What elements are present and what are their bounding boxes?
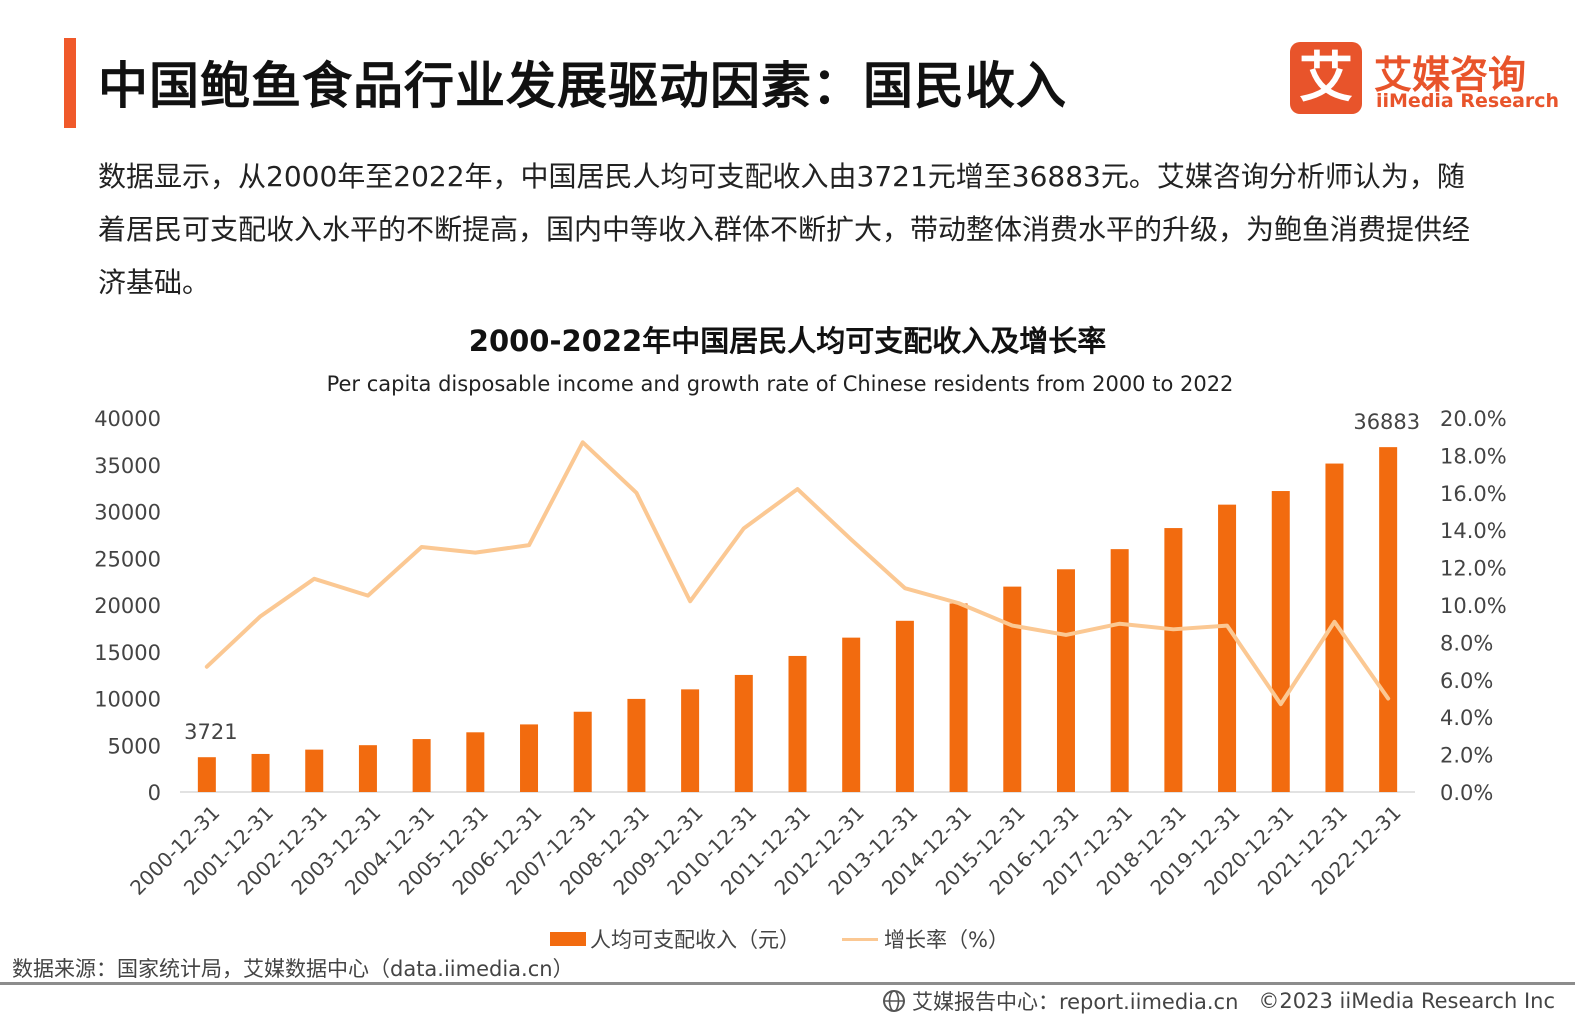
y-left-tick-label: 10000 (94, 688, 161, 712)
income-bar (466, 732, 485, 792)
y-left-tick-label: 20000 (94, 594, 161, 618)
y-left-tick-label: 15000 (94, 641, 161, 665)
y-left-tick-label: 40000 (94, 407, 161, 431)
logo-name-en: iiMedia Research (1376, 90, 1560, 112)
y-right-tick-label: 10.0% (1440, 594, 1507, 618)
y-left-tick-label: 5000 (108, 734, 161, 758)
income-growth-chart: 0 5000 10000 15000 20000 25000 30000 35000 40000… (94, 407, 1507, 900)
y-right-tick-label: 14.0% (1440, 519, 1507, 543)
intro-paragraph: 数据显示，从2000年至2022年，中国居民人均可支配收入由3721元增至368… (98, 160, 1471, 299)
income-bar (1325, 463, 1344, 792)
income-bar (573, 711, 592, 792)
income-bar (949, 603, 968, 792)
legend-swatch-growth (842, 937, 878, 941)
income-bar (412, 739, 431, 792)
iimedia-logo: 艾 艾媒咨询 iiMedia Research (1290, 42, 1559, 118)
bar-data-label: 36883 (1353, 410, 1420, 434)
y-right-tick-label: 0.0% (1440, 781, 1493, 805)
income-bar (1164, 528, 1183, 792)
income-bar (681, 689, 700, 792)
y-right-tick-label: 8.0% (1440, 631, 1493, 655)
y-right-tick-label: 16.0% (1440, 482, 1507, 506)
title-accent-bar (64, 38, 76, 128)
y-right-tick-label: 12.0% (1440, 557, 1507, 581)
y-right-tick-label: 18.0% (1440, 444, 1507, 468)
income-bar (842, 637, 861, 792)
footer: 艾媒报告中心：report.iimedia.cn ©2023 iiMedia R… (882, 986, 1555, 1016)
y-left-tick-label: 0 (148, 781, 161, 805)
income-bar (895, 620, 914, 792)
income-bar (788, 655, 807, 792)
legend-item-growth: 增长率（%） (842, 924, 1009, 954)
income-bar (1110, 549, 1129, 792)
y-left-tick-label: 25000 (94, 547, 161, 571)
growth-rate-line (204, 440, 1391, 707)
y-right-tick-label: 4.0% (1440, 706, 1493, 730)
chart-title: 2000-2022年中国居民人均可支配收入及增长率 (468, 324, 1107, 358)
income-bar (197, 757, 216, 792)
legend-item-income: 人均可支配收入（元） (550, 924, 800, 954)
y-right-tick-label: 20.0% (1440, 407, 1507, 431)
income-bar (1379, 447, 1398, 792)
legend-label-income: 人均可支配收入（元） (590, 928, 800, 952)
income-bar (251, 753, 270, 792)
copyright: ©2023 iiMedia Research Inc (1258, 989, 1555, 1013)
income-bar (358, 745, 377, 792)
income-bar (1003, 586, 1022, 792)
chart-subtitle: Per capita disposable income and growth … (326, 372, 1234, 396)
income-bar (1218, 504, 1237, 792)
income-bar (627, 698, 646, 792)
legend-swatch-income (550, 932, 586, 946)
footer-divider (0, 982, 1575, 985)
page-title: 中国鲍鱼食品行业发展驱动因素：国民收入 (98, 57, 1067, 115)
bar-data-label: 3721 (184, 720, 237, 744)
legend-label-growth: 增长率（%） (884, 928, 1009, 952)
income-bar (1056, 569, 1075, 792)
y-left-tick-label: 35000 (94, 454, 161, 478)
y-right-tick-label: 2.0% (1440, 744, 1493, 768)
globe-icon (882, 990, 905, 1012)
income-bar (520, 724, 539, 792)
y-left-tick-label: 30000 (94, 501, 161, 525)
income-bar (305, 749, 324, 792)
logo-mark: 艾 (1290, 42, 1362, 114)
income-bar (1271, 491, 1290, 792)
income-bar (734, 674, 753, 792)
logo-name-cn: 艾媒咨询 (1374, 53, 1527, 97)
y-right-tick-label: 6.0% (1440, 669, 1493, 693)
source-note: 数据来源：国家统计局，艾媒数据中心（data.iimedia.cn） (12, 957, 574, 981)
report-center-link[interactable]: 艾媒报告中心：report.iimedia.cn (911, 990, 1239, 1014)
